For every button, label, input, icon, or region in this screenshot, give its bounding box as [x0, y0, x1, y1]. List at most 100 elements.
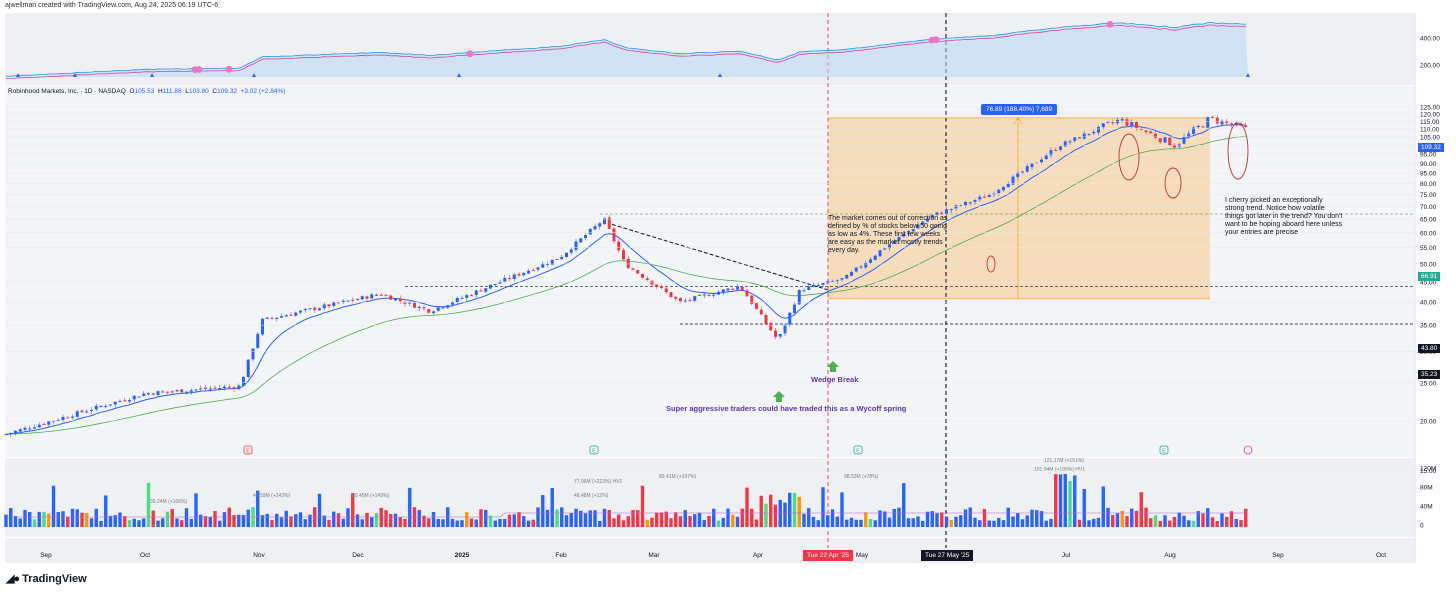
- volume-bar: [1125, 515, 1129, 527]
- volume-annotation: 101.94M (+195%) HV1: [1034, 467, 1085, 473]
- candle-body: [223, 386, 226, 389]
- candle-body: [788, 312, 792, 325]
- candle-body: [702, 294, 706, 296]
- candle-body: [750, 295, 754, 304]
- candle-body: [261, 318, 264, 335]
- volume-bar: [859, 519, 863, 527]
- cherry-picked-note[interactable]: I cherry picked an exceptionally strong …: [1225, 197, 1343, 236]
- candle-body: [726, 288, 730, 291]
- volume-bar: [218, 520, 222, 527]
- symbol-legend[interactable]: Robinhood Markets, Inc. · 1D · NASDAQ O1…: [8, 88, 285, 95]
- volume-bar: [1030, 509, 1034, 527]
- volume-bar: [674, 512, 678, 527]
- candle-body: [341, 300, 345, 303]
- candle-body: [1078, 137, 1081, 139]
- candle-body: [669, 292, 673, 298]
- volume-bar: [379, 507, 383, 527]
- ohlc-h-label: H: [157, 88, 163, 95]
- candle-body: [593, 226, 597, 230]
- candle-body: [156, 391, 160, 396]
- candle-body: [484, 288, 488, 292]
- volume-bar: [655, 512, 659, 527]
- ema-slow-line: [5, 135, 1246, 435]
- volume-bar: [930, 511, 934, 527]
- price-tick-label: 90.00: [1420, 161, 1437, 168]
- candle-body: [940, 212, 944, 214]
- volume-bar: [332, 511, 336, 527]
- volume-bar: [294, 514, 298, 527]
- candle-body: [308, 308, 312, 310]
- volume-bar: [560, 507, 564, 527]
- volume-bar: [940, 512, 944, 527]
- wycoff-spring-label[interactable]: Super aggressive traders could have trad…: [666, 404, 907, 413]
- earnings-marker-icon: [589, 445, 599, 455]
- candle-body: [104, 406, 108, 408]
- volume-bar: [346, 508, 350, 527]
- candle-body: [299, 310, 302, 313]
- volume-bar: [1049, 518, 1053, 527]
- volume-bar: [237, 514, 241, 527]
- indicator-triangle: [1246, 73, 1250, 77]
- level-box-35: 35.23: [1418, 370, 1441, 379]
- dividend-marker-icon: [1243, 445, 1253, 455]
- candle-body: [470, 295, 473, 297]
- volume-bar: [28, 512, 32, 527]
- highlight-ellipse: [1118, 133, 1140, 181]
- volume-bar: [208, 516, 212, 527]
- candle-body: [1106, 121, 1110, 123]
- candle-body: [318, 308, 321, 311]
- volume-bar: [754, 519, 759, 527]
- volume-bar: [1120, 510, 1124, 527]
- candle-body: [1120, 119, 1124, 121]
- volume-bar: [1225, 516, 1229, 527]
- volume-bar: [802, 513, 806, 527]
- candle-body: [1006, 183, 1010, 188]
- volume-annotation: 48.48M (+12%): [574, 493, 609, 499]
- volume-bar: [811, 516, 816, 527]
- wedge-break-label[interactable]: Wedge Break: [811, 375, 859, 384]
- candle-body: [873, 255, 877, 260]
- candle-body: [256, 333, 260, 348]
- candle-body: [1097, 126, 1100, 133]
- volume-bar: [712, 508, 716, 527]
- volume-bar: [403, 518, 407, 527]
- time-tick-label: Dec: [352, 552, 364, 559]
- volume-bars: 39.24M (+166%) 49.59M (+243%) 50.45M (+149…: [4, 458, 1248, 527]
- date-marker-black: Tue 27 May '25: [921, 550, 974, 561]
- volume-bar: [621, 520, 626, 527]
- candle-body: [166, 391, 169, 393]
- volume-bar: [474, 519, 478, 527]
- candle-body: [555, 258, 559, 260]
- candle-body: [389, 295, 393, 300]
- time-tick-label: 2025: [455, 552, 470, 559]
- volume-bar: [574, 508, 578, 527]
- time-tick-label: Oct: [1376, 552, 1386, 559]
- candle-body: [1030, 163, 1034, 168]
- ohlc-open: 105.53: [134, 88, 155, 95]
- candle-body: [1125, 119, 1129, 126]
- volume-bar: [113, 515, 117, 527]
- volume-bar: [868, 518, 873, 527]
- candle-body: [1111, 122, 1115, 124]
- volume-bar: [436, 518, 440, 527]
- candle-body: [1130, 122, 1134, 127]
- ohlc-close: 109.32: [217, 88, 237, 95]
- candle-body: [337, 302, 340, 304]
- volume-bar: [1011, 516, 1015, 527]
- price-tick-label: 45.00: [1420, 280, 1437, 287]
- candle-body: [660, 286, 663, 288]
- volume-bar: [161, 518, 165, 527]
- tradingview-logo[interactable]: ◢● TradingView: [6, 572, 87, 585]
- correction-note[interactable]: The market comes out of correction as de…: [828, 215, 948, 254]
- volume-bar: [327, 519, 331, 527]
- volume-bar: [1153, 515, 1158, 527]
- volume-bar: [854, 519, 858, 527]
- candle-body: [508, 278, 511, 280]
- candle-body: [37, 424, 41, 428]
- volume-bar: [588, 510, 592, 527]
- measure-label[interactable]: 76.89 (188.40%) 7,689: [981, 104, 1058, 115]
- candle-body: [930, 214, 934, 218]
- candle-body: [536, 267, 540, 270]
